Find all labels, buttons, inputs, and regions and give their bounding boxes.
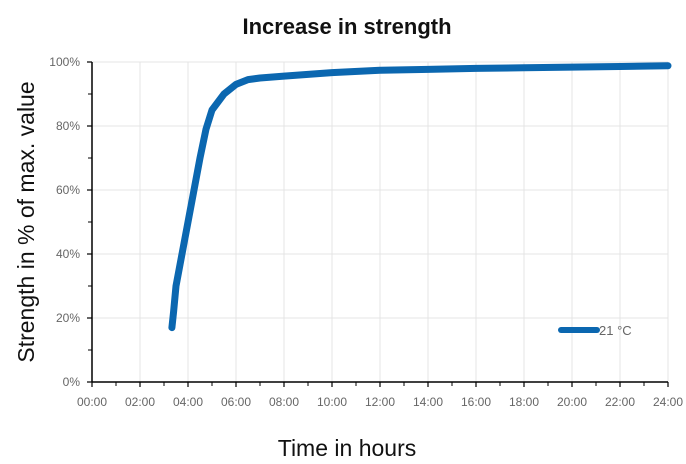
x-tick-label: 16:00 xyxy=(461,395,491,409)
grid xyxy=(92,61,669,382)
legend: 21 °C xyxy=(558,323,632,338)
x-tick-label: 14:00 xyxy=(413,395,443,409)
x-tick-label: 02:00 xyxy=(125,395,155,409)
y-tick-label: 40% xyxy=(56,247,80,261)
y-tick-label: 0% xyxy=(63,375,81,389)
y-tick-label: 20% xyxy=(56,311,80,325)
ticks: 00:00 02:00 04:00 06:00 08:00 10:00 12:00 14:00… xyxy=(49,55,683,409)
y-axis-label: Strength in % of max. value xyxy=(13,81,39,362)
x-tick-label: 10:00 xyxy=(317,395,347,409)
x-tick-label: 20:00 xyxy=(557,395,587,409)
x-tick-label: 24:00 xyxy=(653,395,683,409)
series xyxy=(168,62,672,332)
x-tick-label: 22:00 xyxy=(605,395,635,409)
x-tick-label: 00:00 xyxy=(77,395,107,409)
y-tick-label: 100% xyxy=(49,55,80,69)
y-tick-label: 60% xyxy=(56,183,80,197)
legend-label: 21 °C xyxy=(599,323,632,338)
x-tick-label: 04:00 xyxy=(173,395,203,409)
x-axis-label: Time in hours xyxy=(278,435,416,459)
series-line xyxy=(168,62,672,332)
y-tick-label: 80% xyxy=(56,119,80,133)
x-tick-label: 08:00 xyxy=(269,395,299,409)
x-tick-label: 06:00 xyxy=(221,395,251,409)
x-tick-label: 18:00 xyxy=(509,395,539,409)
x-tick-label: 12:00 xyxy=(365,395,395,409)
chart-title: Increase in strength xyxy=(242,14,451,39)
